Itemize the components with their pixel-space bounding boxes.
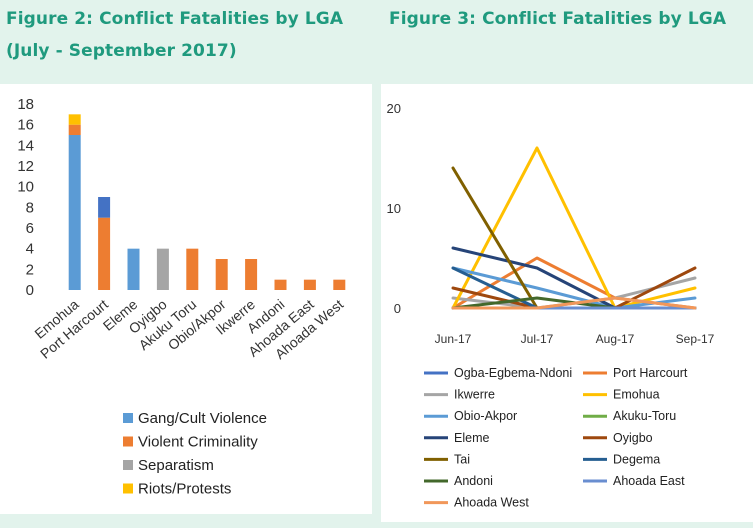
legend-label: Obio-Akpor [454,409,517,423]
legend-label: Ahoada West [454,496,529,510]
legend-label: Gang/Cult Violence [138,410,267,427]
legend-label: Andoni [454,474,493,488]
y-tick-label: 10 [17,179,34,196]
legend-label: Tai [454,452,470,466]
x-tick-label: Jun-17 [435,332,472,346]
y-tick-label: 0 [394,301,401,316]
series-line [451,256,697,310]
y-tick-label: 10 [387,201,401,216]
bar-segment [245,259,258,290]
legend-label: Emohua [613,388,660,402]
y-tick-label: 14 [17,137,34,154]
series-line [451,296,697,310]
legend-label: Eleme [454,431,489,445]
bar-segment [98,197,111,218]
legend-label: Oyigbo [613,431,653,445]
y-tick-label: 2 [26,261,34,278]
y-tick-label: 4 [26,241,34,258]
legend-label: Ikwerre [454,388,495,402]
line-chart: 0 10 20 Jun-17 Jul-17 Aug-17 Sep-17 Ogba-Egbema… [387,101,715,510]
y-tick-label: 18 [17,96,34,113]
legend-swatch [123,460,133,470]
legend-label: Separatism [138,457,214,474]
bar-segment [68,124,81,135]
series-line [451,146,697,310]
bar-segment [156,248,169,290]
bar-segment [215,259,228,290]
bar-segment [68,114,81,125]
legend-swatch [123,436,133,447]
y-tick-label: 8 [26,199,34,216]
bar-segment [274,279,287,290]
y-tick-label: 0 [26,282,34,299]
legend-label: Degema [613,452,660,466]
x-tick-label: Jul-17 [521,332,554,346]
legend-label: Ahoada East [613,474,685,488]
bar-segment [303,279,316,290]
line-chart-panel: 0 10 20 Jun-17 Jul-17 Aug-17 Sep-17 Ogba-Egbema… [381,84,753,522]
x-tick-label: Sep-17 [676,332,715,346]
figure2-title-line1: Figure 2: Conflict Fatalities by LGA [6,9,344,29]
bar-segment [127,248,140,290]
legend-label: Akuku-Toru [613,409,676,423]
figure2-title-line2: (July - September 2017) [6,41,237,61]
x-tick-label: Aug-17 [596,332,635,346]
y-tick-label: 20 [387,101,401,116]
bar-segment [333,279,346,290]
legend-swatch [123,413,133,423]
legend-label: Ogba-Egbema-Ndoni [454,366,572,380]
bar-segment [68,135,81,290]
figure3-title: Figure 3: Conflict Fatalities by LGA [389,9,727,29]
bar-chart-panel: 0 2 4 6 8 10 12 14 16 18 Emohua Port Harcourt Eleme O… [0,84,372,514]
y-tick-label: 12 [17,158,34,175]
legend-label: Riots/Protests [138,481,231,498]
legend-label: Violent Criminality [138,434,258,451]
legend-swatch [123,483,133,494]
bar-segment [98,217,111,290]
y-tick-label: 16 [17,117,34,134]
y-tick-label: 6 [26,220,34,237]
legend-label: Port Harcourt [613,366,688,380]
bar-segment [186,248,199,290]
